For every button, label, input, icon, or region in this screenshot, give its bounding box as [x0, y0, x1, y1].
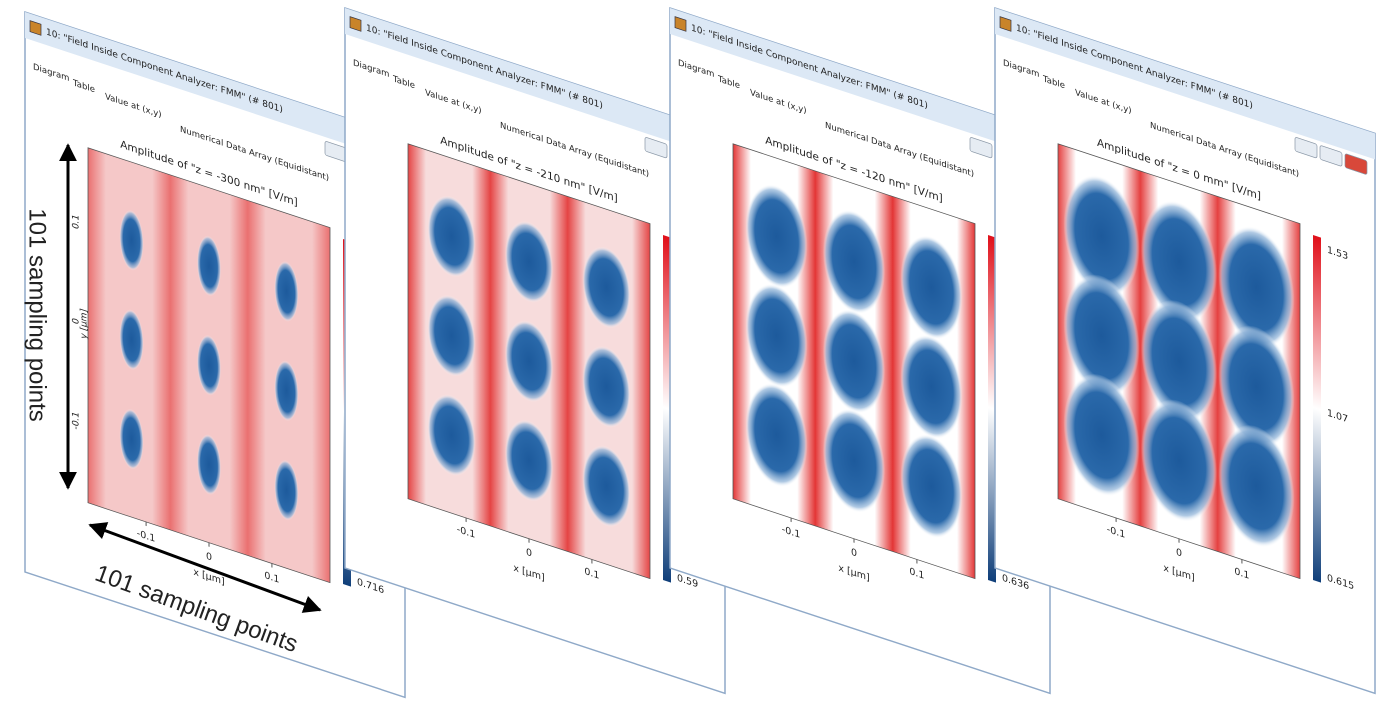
- title-bar: [25, 12, 405, 164]
- heatmap-band: [152, 169, 189, 536]
- heatmap-blob: [427, 394, 476, 476]
- heatmap-blob: [823, 209, 885, 314]
- heatmap-blob: [197, 334, 221, 396]
- heatmap-blob: [119, 210, 144, 271]
- colorbar: [663, 234, 671, 583]
- heatmap: [408, 143, 650, 579]
- heatmap-blob: [745, 283, 808, 388]
- arrow: [88, 522, 322, 613]
- heatmap-blob: [582, 246, 631, 329]
- heatmap-blob: [1218, 424, 1295, 548]
- heatmap-blob: [1141, 299, 1217, 423]
- colorbar: [1313, 234, 1321, 583]
- annotation: 101 sampling points: [24, 208, 51, 421]
- window: 10: "Field Inside Component Analyzer: FM…: [669, 7, 1051, 695]
- heatmap-band: [733, 143, 751, 505]
- heatmap-blob: [119, 408, 144, 470]
- heatmap-band: [549, 190, 586, 558]
- heatmap-blob: [119, 309, 144, 370]
- x-tick-label: 0: [851, 547, 857, 560]
- windows: 10: "Field Inside Component Analyzer: FM…: [24, 7, 1376, 699]
- x-tick-label: 0.1: [909, 566, 924, 582]
- app-icon: [674, 16, 687, 32]
- heatmap-blob: [1218, 325, 1295, 449]
- heatmap-band: [472, 165, 509, 532]
- x-tick-label: 0.1: [1234, 566, 1249, 582]
- heatmap-blob: [1141, 399, 1217, 522]
- heatmap-band: [957, 217, 975, 579]
- heatmap-blob: [1063, 274, 1140, 397]
- x-tick-label: 0.1: [584, 566, 599, 582]
- heatmap-blob: [745, 184, 808, 289]
- heatmap-blob: [505, 419, 553, 502]
- heatmap-blob: [1063, 174, 1140, 298]
- heatmap-blob: [197, 434, 221, 495]
- window-button[interactable]: [969, 137, 993, 159]
- heatmap: [1058, 143, 1300, 579]
- heatmap-band: [229, 194, 266, 562]
- window-button[interactable]: [1294, 137, 1318, 159]
- x-tick-label: 0: [1176, 547, 1182, 560]
- title-bar: [345, 8, 725, 160]
- x-tick-label: 0: [206, 551, 212, 564]
- heatmap-blob: [274, 261, 299, 322]
- heatmap-blob: [197, 235, 221, 297]
- heatmap-band: [312, 221, 330, 583]
- heatmap-blob: [900, 235, 963, 340]
- y-tick-label: -0.1: [71, 410, 82, 431]
- colorbar: [988, 234, 996, 583]
- heatmap-blob: [427, 294, 476, 377]
- title-bar: [670, 8, 1050, 160]
- heatmap-band: [632, 217, 650, 579]
- window: 10: "Field Inside Component Analyzer: FM…: [994, 7, 1376, 695]
- heatmap-blob: [823, 408, 885, 513]
- window-button[interactable]: [1319, 145, 1343, 167]
- heatmap-blob: [900, 434, 963, 539]
- heatmap: [733, 143, 975, 579]
- heatmap-blob: [1063, 373, 1140, 497]
- app-icon: [349, 16, 362, 32]
- x-tick-label: 0: [526, 547, 532, 560]
- heatmap-blob: [505, 320, 553, 402]
- heatmap-blob: [1141, 200, 1217, 324]
- app-icon: [999, 16, 1012, 32]
- heatmap-blob: [427, 195, 476, 278]
- title-bar: [995, 8, 1375, 160]
- heatmap-blob: [274, 360, 299, 422]
- heatmap-blob: [823, 309, 885, 414]
- heatmap-blob: [745, 383, 808, 488]
- window-button[interactable]: [1344, 153, 1368, 175]
- heatmap: [88, 147, 330, 583]
- heatmap-band: [88, 147, 106, 509]
- heatmap-blob: [582, 345, 631, 428]
- heatmap-blob: [1218, 226, 1295, 349]
- window-button[interactable]: [644, 137, 668, 159]
- heatmap-blob: [274, 459, 299, 521]
- heatmap-blob: [505, 221, 553, 303]
- heatmap-blob: [582, 445, 631, 527]
- window: 10: "Field Inside Component Analyzer: FM…: [344, 7, 726, 695]
- heatmap-band: [408, 143, 426, 505]
- heatmap-blob: [900, 334, 963, 439]
- app-icon: [29, 20, 42, 36]
- y-axis-label: y [µm]: [79, 307, 90, 340]
